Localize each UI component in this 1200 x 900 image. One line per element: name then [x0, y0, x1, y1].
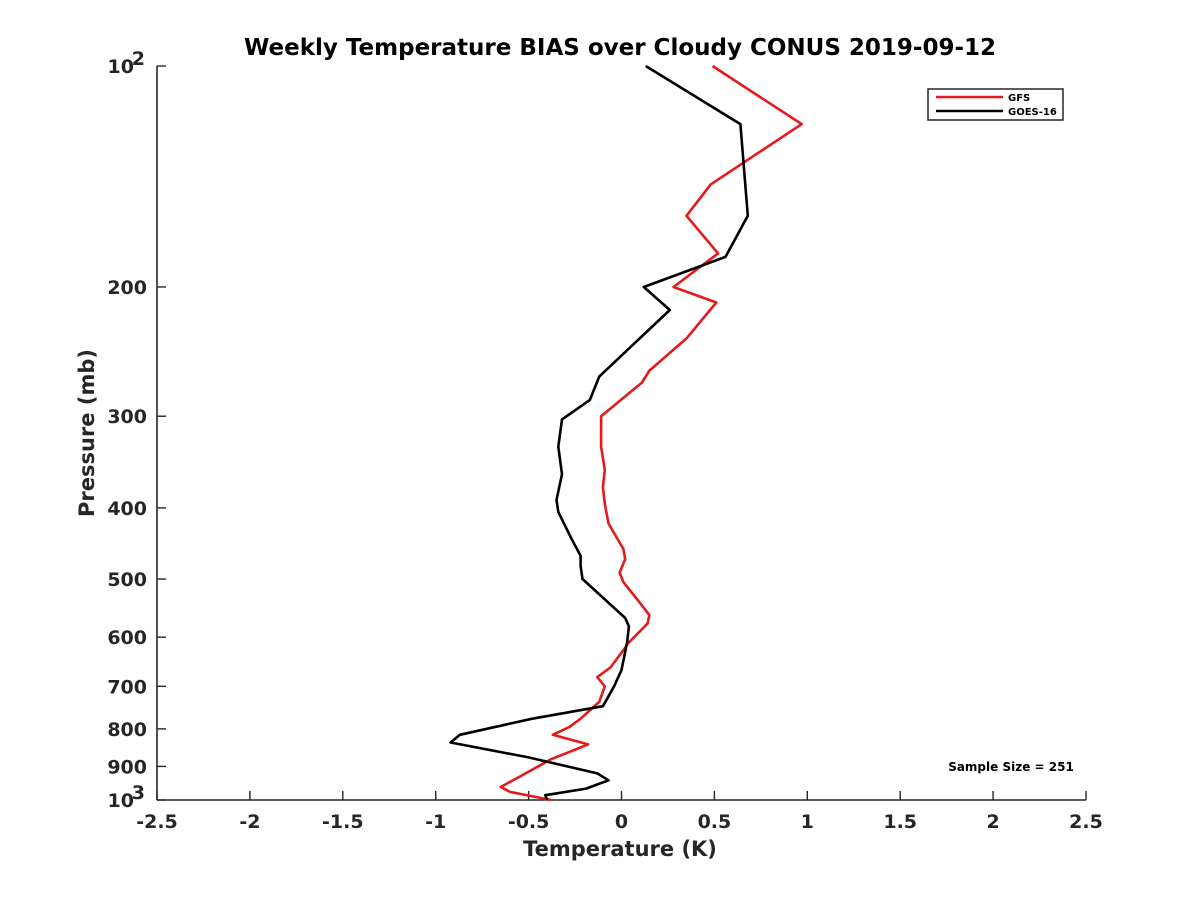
y-tick-label: 800	[107, 719, 147, 741]
x-tick-label: 1.5	[883, 811, 917, 833]
x-tick-label: -2	[239, 811, 260, 833]
axes	[156, 66, 1086, 801]
chart-title: Weekly Temperature BIAS over Cloudy CONU…	[244, 35, 996, 61]
y-tick-label: 400	[107, 498, 147, 520]
x-tick-label: -1	[425, 811, 446, 833]
y-tick-label: 600	[107, 627, 147, 649]
y-tick-label: 10	[108, 790, 134, 812]
y-tick-label: 700	[107, 676, 147, 698]
x-tick-label: -2.5	[136, 811, 178, 833]
x-tick-label: -0.5	[508, 811, 550, 833]
y-tick-label: 500	[107, 569, 147, 591]
legend-entry-gfs: GFS	[1008, 93, 1030, 104]
x-tick-label: 1	[801, 811, 814, 833]
series-layer	[449, 64, 804, 802]
y-tick-label: 10	[108, 56, 134, 78]
legend: GFS GOES-16	[927, 88, 1064, 121]
x-tick-label: 2	[986, 811, 999, 833]
y-tick-exponent: 3	[132, 782, 145, 804]
x-tick-label: 0	[615, 811, 628, 833]
x-tick-label: 2.5	[1069, 811, 1103, 833]
y-tick-label: 900	[107, 756, 147, 778]
legend-entry-goes-16: GOES-16	[1008, 107, 1057, 118]
x-axis-label: Temperature (K)	[523, 837, 717, 861]
legend-box	[927, 88, 1064, 121]
y-axis-label: Pressure (mb)	[75, 349, 99, 517]
x-tick-label: 0.5	[698, 811, 732, 833]
series-line-gfs	[499, 64, 804, 802]
y-tick-label: 300	[107, 406, 147, 428]
x-axis-ticks: -2.5 -2 -1.5 -1 -0.5 0 0.5 1 1.5 2 2.5	[136, 791, 1103, 833]
series-line-goes-16	[449, 64, 750, 801]
y-tick-exponent: 2	[132, 48, 145, 70]
x-tick-label: -1.5	[322, 811, 364, 833]
sample-size-annotation: Sample Size = 251	[948, 760, 1074, 774]
y-tick-label: 200	[107, 277, 147, 299]
